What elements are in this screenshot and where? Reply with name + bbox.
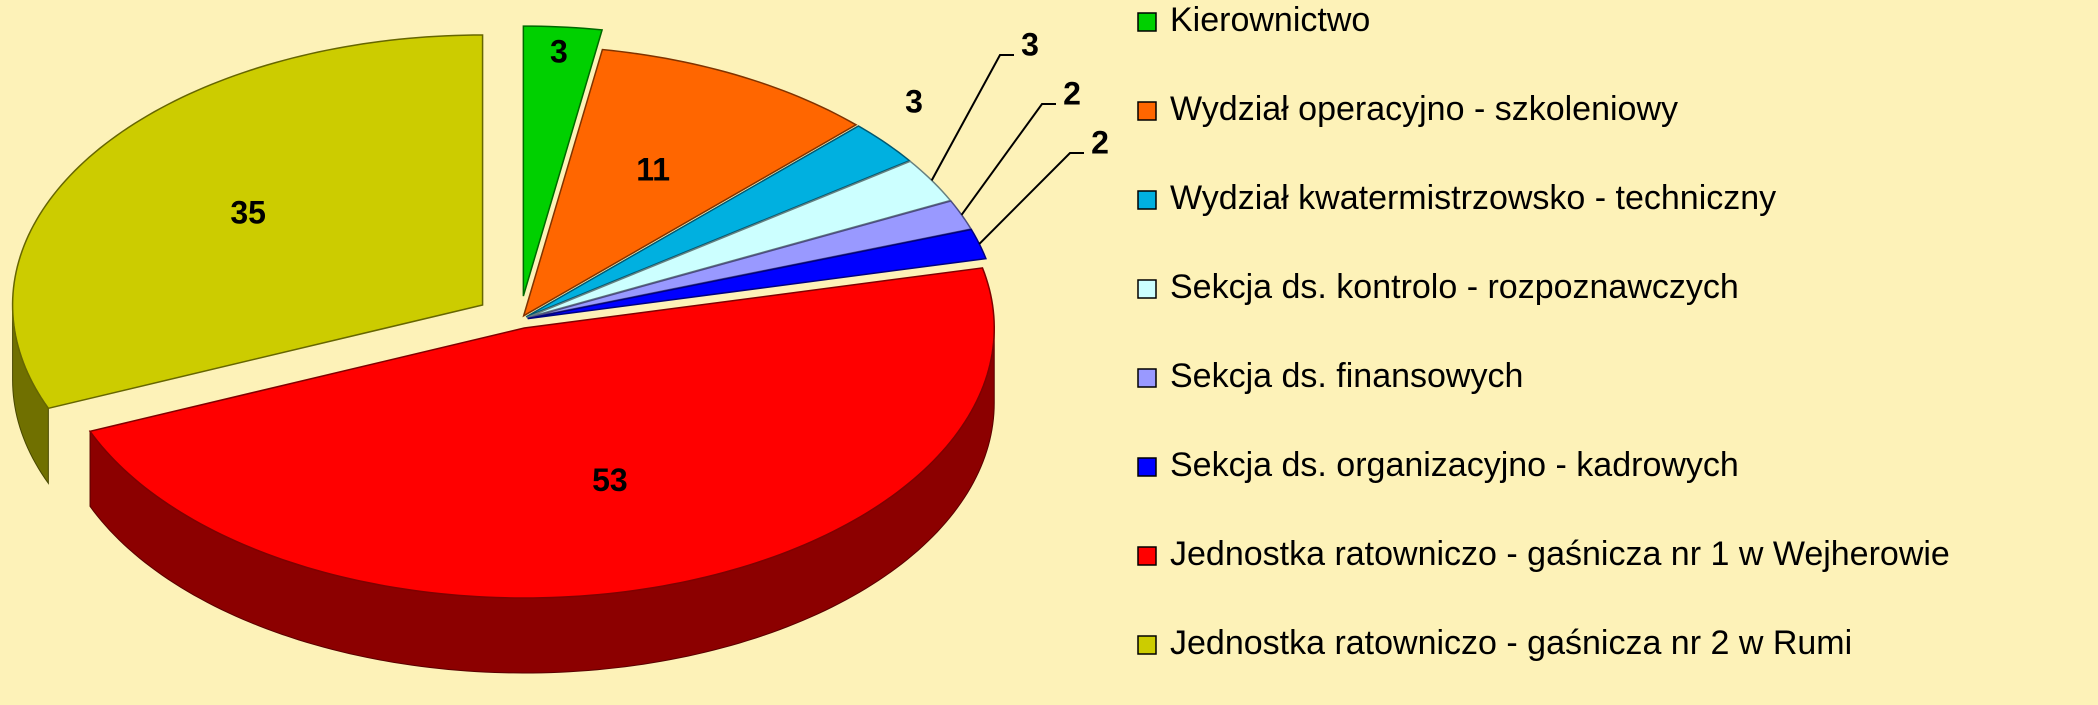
legend-label: Sekcja ds. organizacyjno - kadrowych bbox=[1170, 446, 1739, 484]
value-label: 2 bbox=[1063, 75, 1081, 111]
value-label: 3 bbox=[1021, 26, 1039, 62]
legend-swatch bbox=[1137, 546, 1157, 566]
legend-label: Jednostka ratowniczo - gaśnicza nr 1 w W… bbox=[1170, 535, 1950, 573]
slice bbox=[11, 34, 484, 410]
value-label: 53 bbox=[592, 462, 628, 498]
slice bbox=[522, 25, 604, 297]
legend-label: Kierownictwo bbox=[1170, 1, 1370, 39]
value-label: 11 bbox=[636, 151, 670, 187]
legend-swatch bbox=[1137, 279, 1157, 299]
slice bbox=[527, 228, 987, 320]
legend-label: Sekcja ds. kontrolo - rozpoznawczych bbox=[1170, 268, 1739, 306]
legend-label: Wydział operacyjno - szkoleniowy bbox=[1170, 90, 1678, 128]
slice bbox=[527, 200, 973, 319]
legend-swatch bbox=[1137, 101, 1157, 121]
legend-label: Wydział kwatermistrzowsko - techniczny bbox=[1170, 179, 1776, 217]
legend-swatch bbox=[1137, 190, 1157, 210]
value-label: 3 bbox=[905, 83, 923, 119]
legend-label: Sekcja ds. finansowych bbox=[1170, 357, 1523, 395]
slice bbox=[88, 267, 995, 599]
slice bbox=[526, 160, 952, 319]
legend-swatch bbox=[1137, 12, 1157, 32]
legend-swatch bbox=[1137, 368, 1157, 388]
leader-line bbox=[960, 103, 1056, 216]
legend-swatch bbox=[1137, 457, 1157, 477]
value-label: 35 bbox=[230, 194, 266, 230]
slice bbox=[525, 125, 911, 318]
legend-label: Jednostka ratowniczo - gaśnicza nr 2 w R… bbox=[1170, 624, 1852, 662]
slice bbox=[522, 48, 858, 318]
legend-swatch bbox=[1137, 635, 1157, 655]
value-label: 2 bbox=[1091, 124, 1109, 160]
leader-line bbox=[930, 54, 1014, 181]
value-label: 3 bbox=[550, 33, 568, 69]
leader-line bbox=[978, 152, 1084, 245]
